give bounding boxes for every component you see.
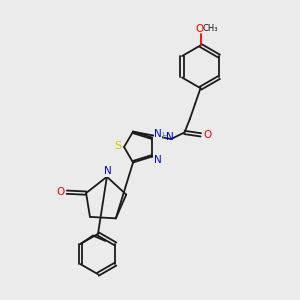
Text: O: O: [56, 187, 64, 197]
Text: O: O: [203, 130, 212, 140]
Text: N: N: [166, 132, 174, 142]
Text: H: H: [161, 132, 168, 141]
Text: N: N: [104, 167, 112, 176]
Text: N: N: [154, 129, 162, 139]
Text: S: S: [114, 140, 121, 151]
Text: O: O: [196, 24, 204, 34]
Text: CH₃: CH₃: [202, 24, 218, 33]
Text: N: N: [154, 155, 162, 165]
